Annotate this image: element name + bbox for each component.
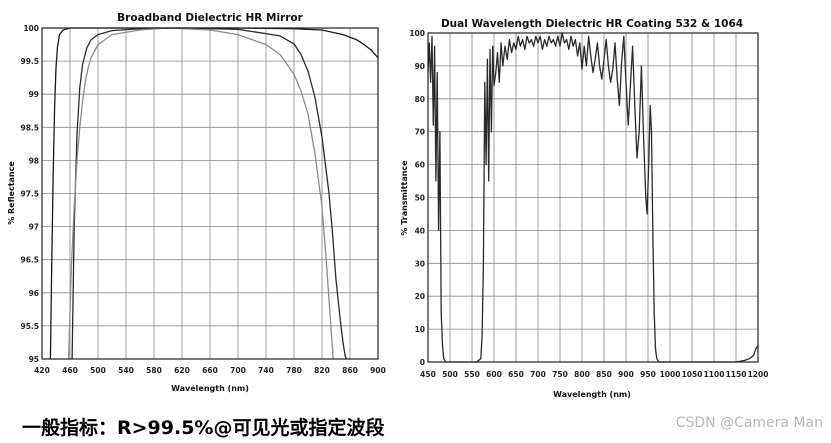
x-tick-labels: 450 500 550 600 650 700 750 800 850 900 950 1000 105… (420, 370, 768, 379)
x-tick-label: 500 (442, 370, 458, 379)
x-tick-label: 1150 (726, 370, 747, 379)
y-tick-label: 98 (29, 156, 39, 165)
x-tick-label: 1000 (660, 370, 681, 379)
caption-text: 一般指标：R>99.5%@可见光或指定波段 (22, 417, 385, 439)
x-tick-label: 420 (34, 366, 50, 375)
y-axis-label: % Reflectance (7, 161, 16, 225)
series-line-1 (427, 32, 759, 363)
series-group (427, 32, 759, 363)
x-tick-label: 540 (118, 366, 134, 375)
chart-title: Dual Wavelength Dielectric HR Coating 53… (441, 18, 743, 30)
y-axis-label: % Transmittance (400, 160, 409, 236)
y-tick-label: 80 (415, 95, 425, 104)
x-tick-label: 750 (552, 370, 568, 379)
plot-frame (427, 32, 759, 363)
chart-title: Broadband Dielectric HR Mirror (117, 12, 303, 24)
y-tick-label: 99.5 (20, 57, 39, 66)
y-tick-label: 95.5 (20, 322, 39, 331)
y-tick-label: 10 (415, 325, 425, 334)
plot-frame (41, 27, 379, 360)
y-tick-label: 98.5 (20, 123, 39, 132)
x-tick-label: 1050 (682, 370, 703, 379)
x-tick-label: 700 (530, 370, 546, 379)
y-tick-label: 0 (420, 358, 425, 367)
x-tick-label: 740 (258, 366, 274, 375)
x-tick-label: 800 (574, 370, 590, 379)
x-tick-label: 550 (464, 370, 480, 379)
x-tick-label: 820 (314, 366, 330, 375)
x-tick-label: 850 (596, 370, 612, 379)
x-axis-label: Wavelength (nm) (553, 390, 631, 399)
chart-transmittance: Dual Wavelength Dielectric HR Coating 53… (400, 18, 768, 399)
y-tick-label: 40 (415, 226, 425, 235)
y-tick-label: 97.5 (20, 190, 39, 199)
x-tick-label: 660 (202, 366, 218, 375)
y-tick-label: 95 (29, 355, 39, 364)
y-tick-label: 97 (29, 223, 39, 232)
y-tick-label: 90 (415, 62, 425, 71)
y-tick-labels: 100 99.5 99 98.5 98 97.5 97 96.5 96 95.5 95 (20, 24, 39, 364)
y-tick-label: 100 (409, 29, 425, 38)
grid (427, 32, 759, 363)
y-tick-label: 70 (415, 128, 425, 137)
x-tick-label: 780 (286, 366, 302, 375)
x-tick-label: 1100 (704, 370, 725, 379)
x-tick-label: 950 (640, 370, 656, 379)
grid (41, 27, 379, 360)
y-tick-label: 99 (29, 90, 39, 99)
series-line-3 (67, 27, 334, 360)
y-tick-label: 96.5 (20, 256, 39, 265)
x-tick-label: 860 (342, 366, 358, 375)
y-tick-label: 96 (29, 289, 39, 298)
x-tick-label: 900 (370, 366, 386, 375)
x-tick-label: 600 (486, 370, 502, 379)
chart-reflectance: Broadband Dielectric HR Mirror 420 460 500… (7, 12, 386, 393)
x-tick-label: 500 (90, 366, 106, 375)
series-line-2 (71, 27, 348, 360)
watermark: CSDN @Camera Man (675, 415, 823, 431)
x-axis-label: Wavelength (nm) (171, 384, 249, 393)
x-tick-label: 450 (420, 370, 436, 379)
x-tick-label: 580 (146, 366, 162, 375)
y-tick-label: 100 (23, 24, 39, 33)
x-tick-label: 620 (174, 366, 190, 375)
x-tick-label: 1200 (748, 370, 769, 379)
y-tick-label: 60 (415, 161, 425, 170)
x-tick-label: 700 (230, 366, 246, 375)
y-tick-label: 30 (415, 259, 425, 268)
y-tick-label: 50 (415, 194, 425, 203)
x-tick-labels: 420 460 500 540 580 620 660 700 740 780 820 860 900 (34, 366, 386, 375)
y-tick-label: 20 (415, 292, 425, 301)
x-tick-label: 650 (508, 370, 524, 379)
x-tick-label: 900 (618, 370, 634, 379)
x-tick-label: 460 (62, 366, 78, 375)
